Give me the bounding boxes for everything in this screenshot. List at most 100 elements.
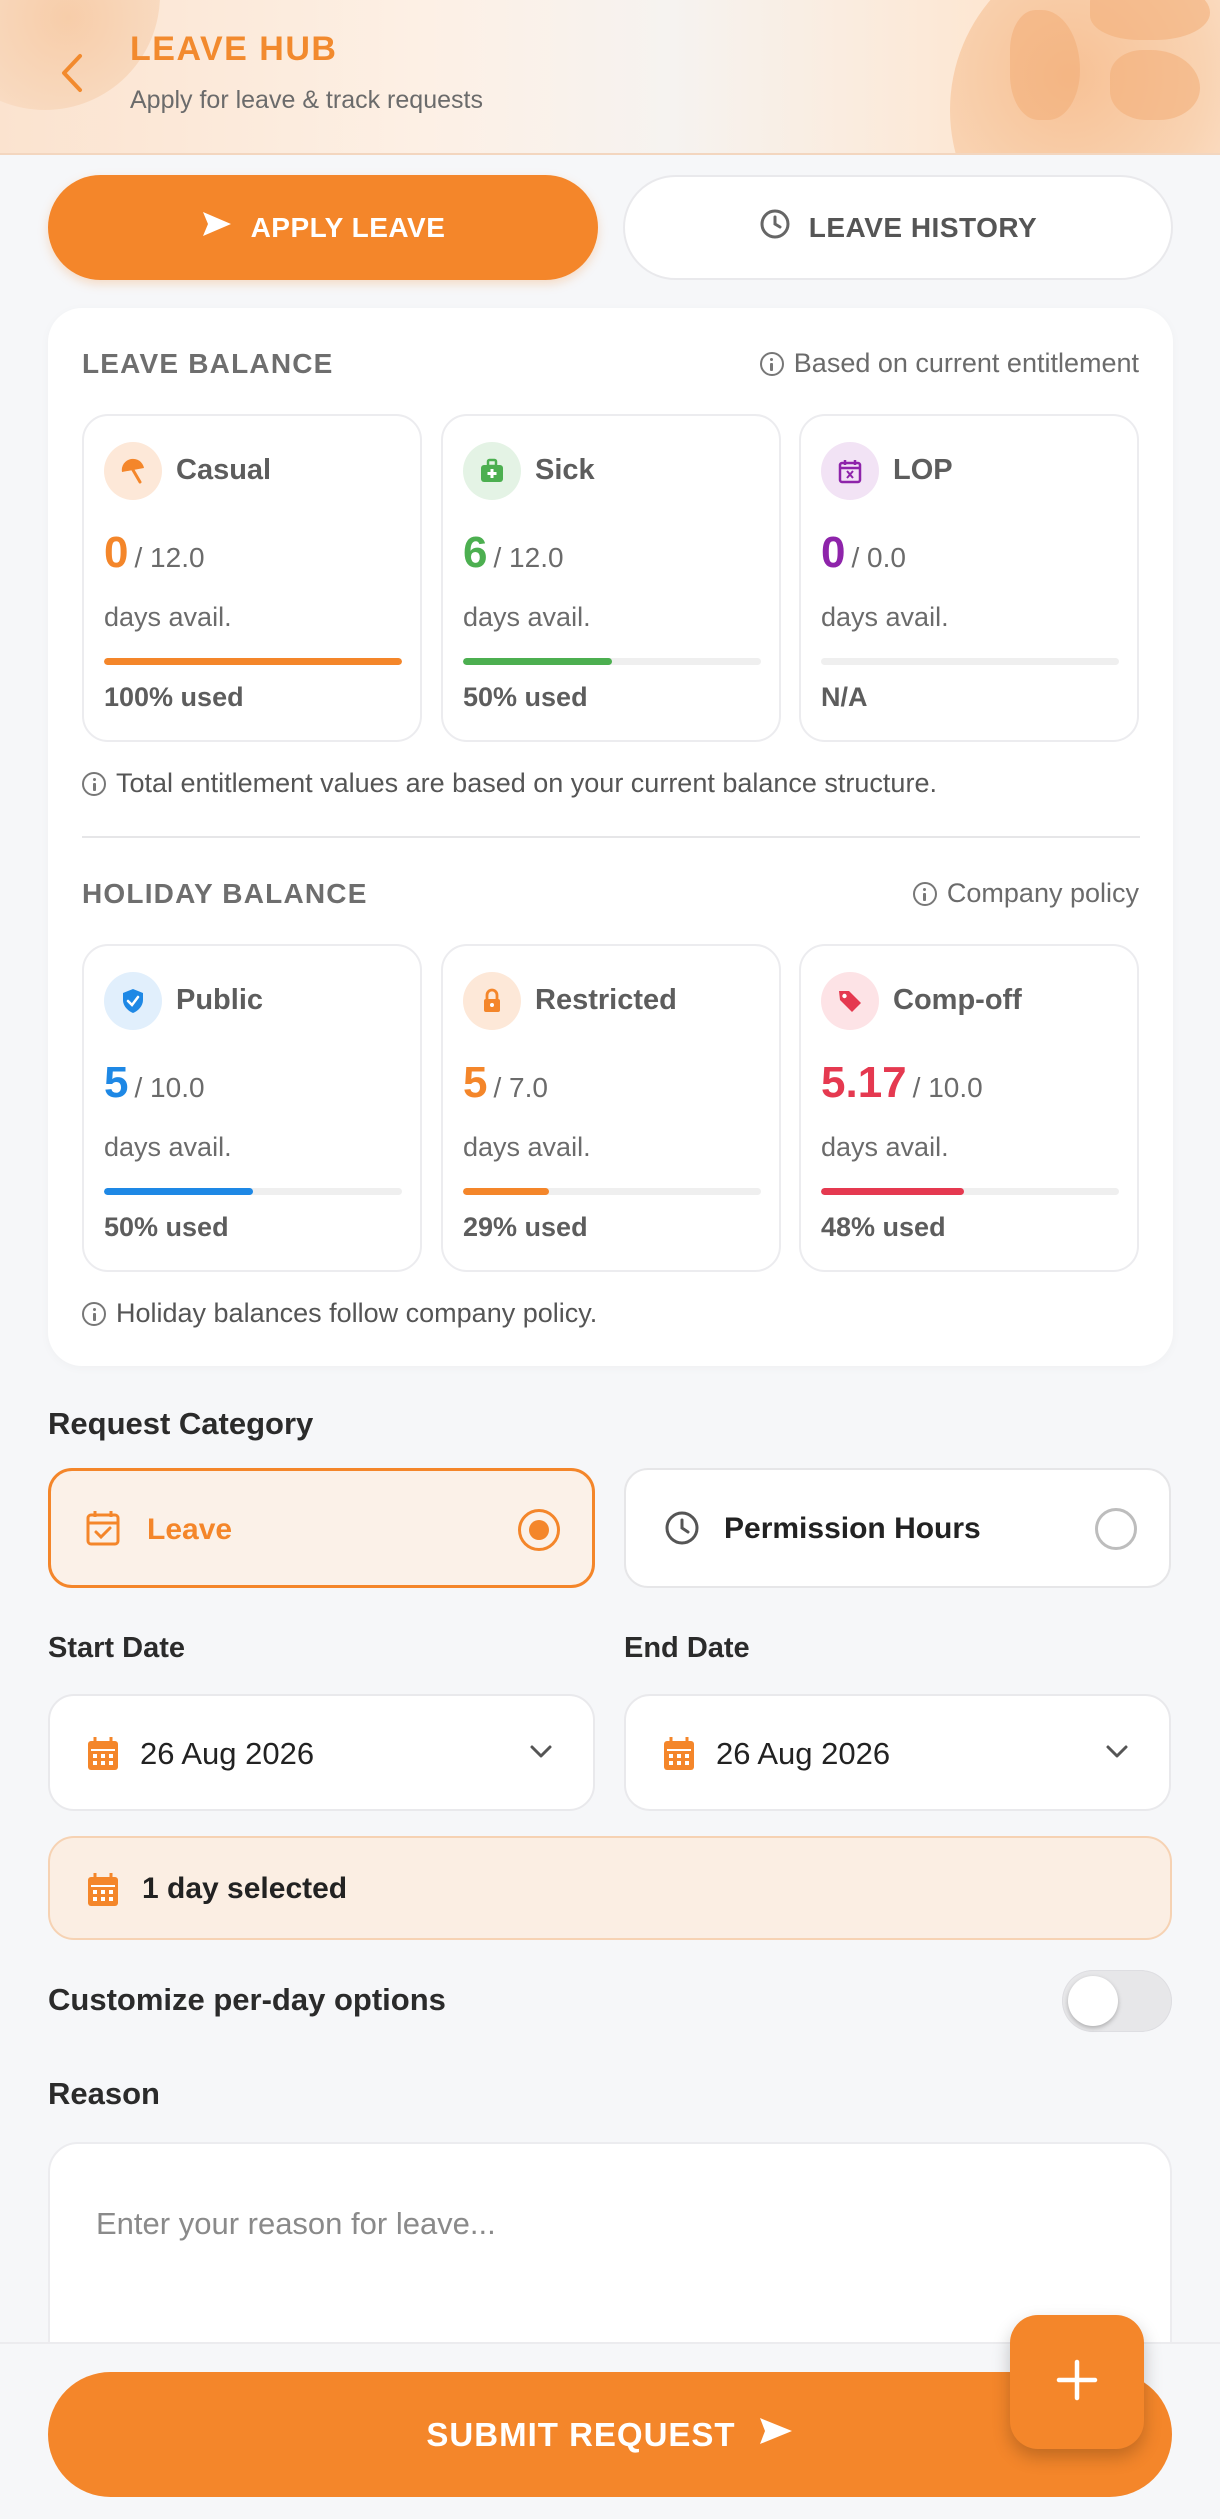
usage-bar [104, 658, 402, 665]
leave-balance-note-text: Based on current entitlement [793, 348, 1139, 378]
tile-name: Public [176, 984, 264, 1016]
tile-name: Sick [535, 454, 595, 486]
send-icon [201, 210, 233, 245]
end-date-value: 26 Aug 2026 [716, 1736, 891, 1771]
leave-balance-footnote: Total entitlement values are based on yo… [82, 768, 937, 799]
add-fab-button[interactable] [1010, 2315, 1144, 2449]
tile-value: 0/ 12.0 [104, 528, 205, 577]
start-date-value: 26 Aug 2026 [140, 1736, 315, 1771]
info-icon [82, 771, 106, 796]
radio-selected[interactable] [518, 1509, 560, 1551]
calendar-icon [86, 1872, 120, 1913]
app-header: LEAVE HUB Apply for leave & track reques… [0, 0, 1220, 155]
tab-apply-label: APPLY LEAVE [250, 211, 446, 243]
balance-tile-public: Public 5/ 10.0 days avail. 50% used [82, 944, 422, 1272]
leave-footnote-text: Total entitlement values are based on yo… [116, 768, 937, 798]
tile-used: 50% used [463, 682, 588, 712]
submit-request-button[interactable]: SUBMIT REQUEST [48, 2372, 1172, 2497]
end-date-label: End Date [624, 1632, 750, 1664]
tile-used: 48% used [821, 1212, 946, 1242]
info-icon [912, 881, 937, 906]
calendar-check-icon [85, 1509, 121, 1552]
selected-days-summary: 1 day selected [48, 1836, 1172, 1940]
plus-icon [1055, 2358, 1099, 2407]
tile-value: 5.17/ 10.0 [821, 1058, 983, 1107]
tile-value: 6/ 12.0 [463, 528, 564, 577]
leave-balance-title: LEAVE BALANCE [82, 348, 334, 379]
usage-bar [821, 1188, 1119, 1195]
holiday-balance-footnote: Holiday balances follow company policy. [82, 1298, 597, 1329]
tile-value: 0/ 0.0 [821, 528, 906, 577]
end-date-picker[interactable]: 26 Aug 2026 [624, 1694, 1171, 1811]
lock-icon [463, 972, 521, 1030]
info-icon [759, 351, 784, 376]
umbrella-icon [104, 442, 162, 500]
toggle-knob [1068, 1976, 1118, 2026]
start-date-label: Start Date [48, 1632, 185, 1664]
globe-decoration-right [950, 0, 1220, 153]
tile-name: Comp-off [893, 984, 1022, 1016]
tile-value: 5/ 10.0 [104, 1058, 205, 1107]
send-icon [758, 2416, 794, 2454]
usage-bar [821, 658, 1119, 665]
shield-check-icon [104, 972, 162, 1030]
submit-label: SUBMIT REQUEST [426, 2415, 736, 2453]
start-date-picker[interactable]: 26 Aug 2026 [48, 1694, 595, 1811]
holiday-balance-note-text: Company policy [946, 878, 1139, 908]
usage-bar [463, 1188, 761, 1195]
request-category-label: Request Category [48, 1406, 314, 1441]
tile-name: Casual [176, 454, 272, 486]
holiday-footnote-text: Holiday balances follow company policy. [116, 1298, 598, 1328]
tile-used: 29% used [463, 1212, 588, 1242]
tab-leave-history[interactable]: LEAVE HISTORY [623, 175, 1173, 280]
usage-bar [104, 1188, 402, 1195]
tile-subtitle: days avail. [463, 602, 591, 632]
page-title: LEAVE HUB [130, 30, 338, 68]
chevron-down-icon [529, 1744, 553, 1765]
tile-used: 50% used [104, 1212, 229, 1242]
clock-icon [664, 1510, 700, 1551]
info-icon [82, 1301, 106, 1326]
holiday-balance-title: HOLIDAY BALANCE [82, 878, 368, 909]
category-option-permission-hours[interactable]: Permission Hours [624, 1468, 1171, 1588]
radio-unselected[interactable] [1095, 1508, 1137, 1550]
balance-tile-comp-off: Comp-off 5.17/ 10.0 days avail. 48% used [799, 944, 1139, 1272]
leave-balance-note: Based on current entitlement [759, 348, 1139, 379]
calendar-icon [86, 1736, 120, 1777]
selected-days-text: 1 day selected [142, 1872, 348, 1905]
customize-toggle[interactable] [1062, 1970, 1172, 2032]
balance-card: LEAVE BALANCE Based on current entitleme… [48, 308, 1173, 1366]
balance-tile-restricted: Restricted 5/ 7.0 days avail. 29% used [441, 944, 781, 1272]
calendar-x-icon [821, 442, 879, 500]
balance-tile-casual: Casual 0/ 12.0 days avail. 100% used [82, 414, 422, 742]
reason-label: Reason [48, 2076, 160, 2111]
tile-value: 5/ 7.0 [463, 1058, 548, 1107]
tile-subtitle: days avail. [463, 1132, 591, 1162]
tab-apply-leave[interactable]: APPLY LEAVE [48, 175, 598, 280]
tile-subtitle: days avail. [104, 1132, 232, 1162]
tile-name: LOP [893, 454, 953, 486]
customize-label: Customize per-day options [48, 1982, 446, 2017]
balance-tile-sick: Sick 6/ 12.0 days avail. 50% used [441, 414, 781, 742]
tile-subtitle: days avail. [104, 602, 232, 632]
medical-kit-icon [463, 442, 521, 500]
category-permission-label: Permission Hours [724, 1512, 981, 1545]
category-option-leave[interactable]: Leave [48, 1468, 595, 1588]
chevron-down-icon [1105, 1744, 1129, 1765]
category-leave-label: Leave [147, 1513, 233, 1546]
tab-history-label: LEAVE HISTORY [808, 211, 1038, 243]
tile-used: 100% used [104, 682, 244, 712]
holiday-balance-note: Company policy [912, 878, 1139, 909]
page-subtitle: Apply for leave & track requests [130, 86, 483, 114]
section-divider [82, 836, 1140, 838]
tile-used: N/A [821, 682, 868, 712]
tile-subtitle: days avail. [821, 602, 949, 632]
tag-icon [821, 972, 879, 1030]
usage-bar [463, 658, 761, 665]
clock-icon [759, 208, 791, 247]
tile-name: Restricted [535, 984, 677, 1016]
calendar-icon [662, 1736, 696, 1777]
back-arrow-icon[interactable] [52, 48, 96, 98]
balance-tile-lop: LOP 0/ 0.0 days avail. N/A [799, 414, 1139, 742]
tile-subtitle: days avail. [821, 1132, 949, 1162]
